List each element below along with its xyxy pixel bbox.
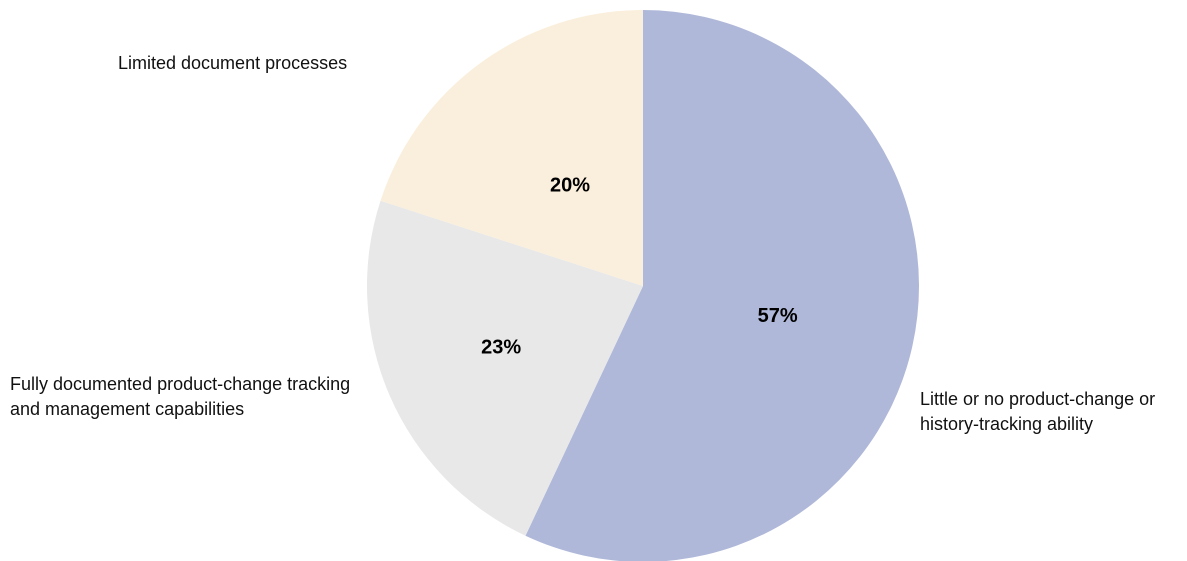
value-label-23: 23% — [481, 336, 521, 358]
category-label-fully-documented: Fully documented product-change tracking… — [10, 374, 351, 419]
pie-slice-little-or-no-tracking — [525, 10, 919, 561]
value-label-20: 20% — [550, 175, 590, 197]
category-label-little-or-no-tracking: Little or no product-change or history-t… — [920, 389, 1156, 434]
pie-slice-fully-documented — [366, 200, 643, 536]
pie-value-labels: 57% 23% 20% — [481, 175, 798, 359]
value-label-57: 57% — [758, 305, 798, 327]
pie-slice-limited-document-processes — [380, 10, 643, 286]
pie-slices — [366, 10, 919, 561]
category-label-limited-document-processes: Limited document processes — [118, 53, 348, 73]
